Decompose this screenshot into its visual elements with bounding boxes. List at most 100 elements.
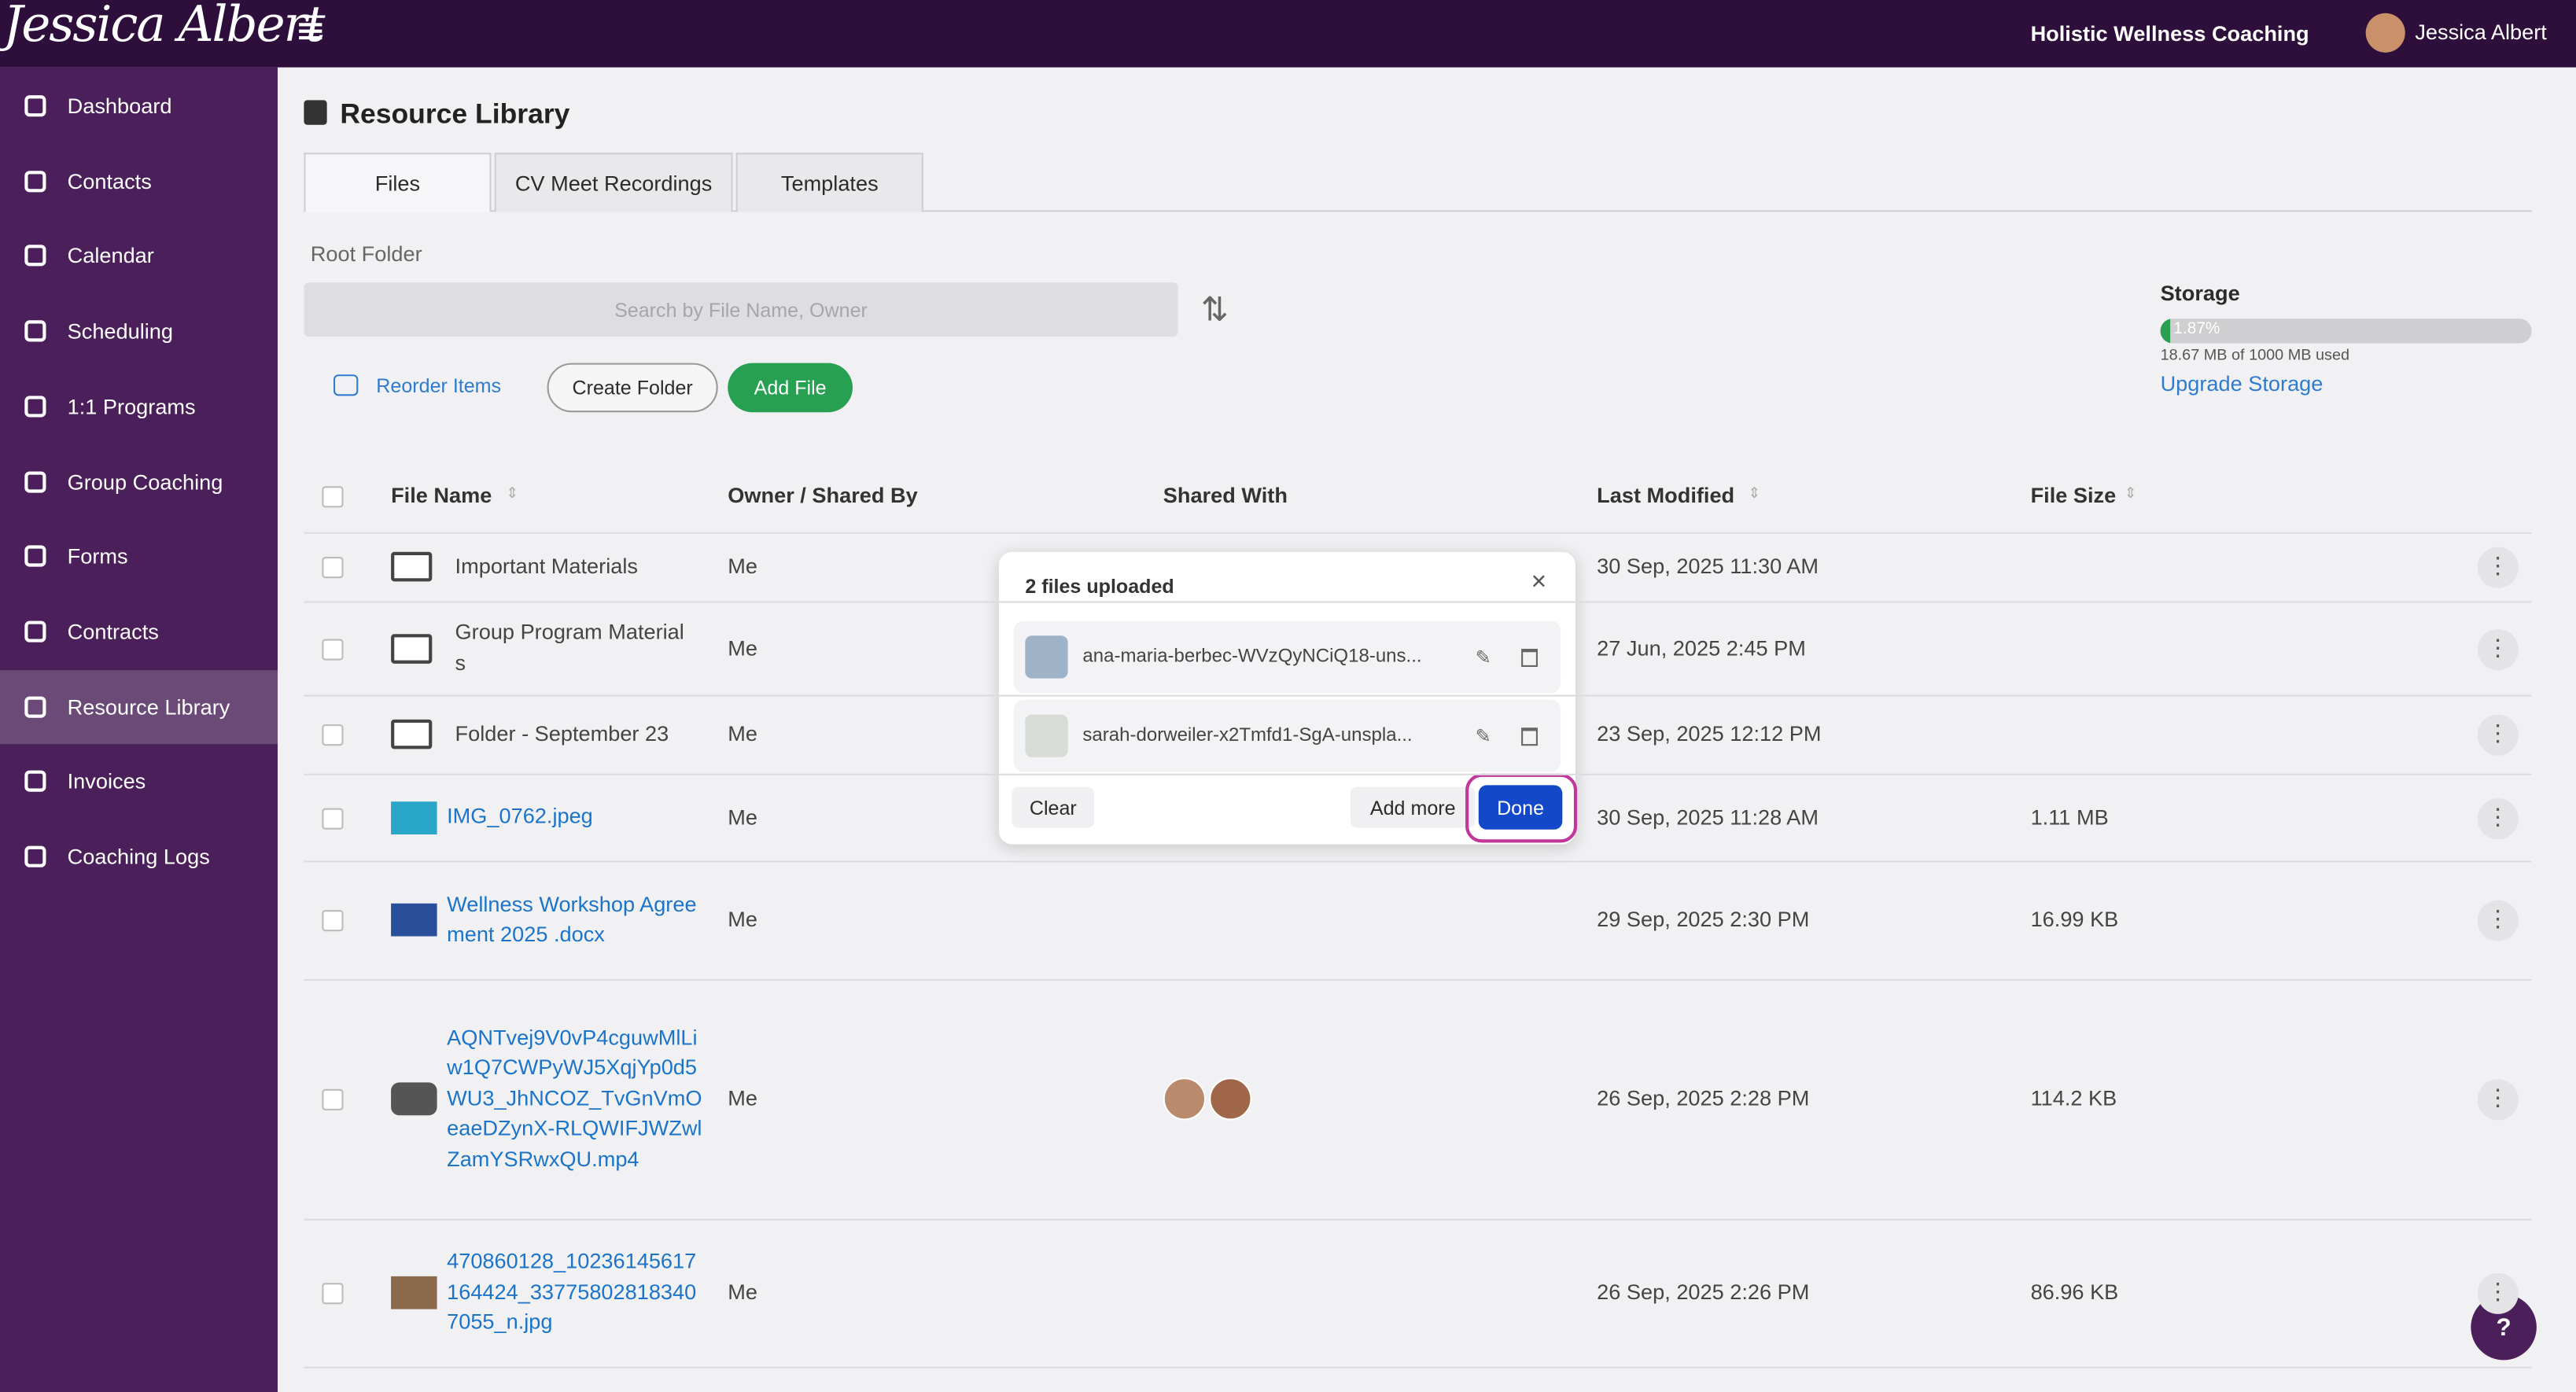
owner: Me bbox=[728, 720, 757, 746]
owner: Me bbox=[728, 804, 757, 829]
highlight-ring bbox=[1465, 773, 1578, 843]
menu-toggle[interactable] bbox=[299, 23, 322, 27]
column-header[interactable]: Last Modified bbox=[1597, 483, 1735, 508]
row-menu[interactable]: ⋮ bbox=[2477, 900, 2519, 941]
tab[interactable]: Files bbox=[304, 153, 492, 212]
delete-button[interactable] bbox=[1521, 647, 1538, 666]
brand-logo[interactable]: Jessica Albert bbox=[3, 0, 325, 54]
file-name[interactable]: Important Materials bbox=[455, 553, 638, 578]
top-bar bbox=[0, 0, 2576, 68]
row-checkbox[interactable] bbox=[322, 1088, 344, 1110]
add-more-button[interactable]: Add more bbox=[1350, 786, 1476, 828]
row-checkbox[interactable] bbox=[322, 557, 344, 579]
add-file-button[interactable]: Add File bbox=[728, 363, 853, 413]
row-checkbox[interactable] bbox=[322, 1283, 344, 1305]
column-header[interactable]: File Name bbox=[391, 483, 492, 508]
nav-item[interactable]: Group Coaching bbox=[0, 444, 278, 518]
owner: Me bbox=[728, 1085, 757, 1110]
file-name[interactable]: Group Program Materials bbox=[455, 619, 684, 675]
nav-item[interactable]: Dashboard bbox=[0, 69, 278, 143]
nav-item[interactable]: Contacts bbox=[0, 144, 278, 218]
file-name-cell[interactable]: IMG_0762.jpeg bbox=[391, 783, 703, 851]
edit-button[interactable]: ✎ bbox=[1475, 727, 1491, 748]
file-name[interactable]: Folder - September 23 bbox=[455, 720, 669, 746]
user-name[interactable]: Jessica Albert bbox=[2415, 20, 2547, 45]
nav-item[interactable]: Forms bbox=[0, 519, 278, 593]
last-modified: 30 Sep, 2025 11:30 AM bbox=[1597, 553, 1819, 579]
page-title: Resource Library bbox=[340, 98, 570, 131]
reorder-icon bbox=[333, 374, 359, 396]
nav-icon bbox=[24, 771, 46, 793]
clear-button[interactable]: Clear bbox=[1012, 786, 1095, 828]
file-icon bbox=[391, 801, 437, 834]
row-menu[interactable]: ⋮ bbox=[2477, 628, 2519, 670]
row-menu[interactable]: ⋮ bbox=[2477, 1079, 2519, 1121]
file-name: sarah-dorweiler-x2Tmfd1-SgA-unspla... bbox=[1082, 726, 1413, 746]
nav-item[interactable]: Calendar bbox=[0, 219, 278, 293]
upgrade-storage-link[interactable]: Upgrade Storage bbox=[2160, 371, 2324, 396]
nav-item[interactable]: Resource Library bbox=[0, 669, 278, 744]
nav-label: Contracts bbox=[67, 619, 159, 644]
search-input[interactable]: Search by File Name, Owner bbox=[304, 282, 1178, 337]
storage-bar bbox=[2160, 319, 2532, 344]
row-menu[interactable]: ⋮ bbox=[2477, 714, 2519, 756]
help-button[interactable]: ? bbox=[2471, 1294, 2537, 1361]
file-name-cell[interactable]: Important Materials bbox=[391, 542, 703, 591]
delete-button[interactable] bbox=[1521, 727, 1538, 746]
nav-item[interactable]: Coaching Logs bbox=[0, 819, 278, 893]
edit-button[interactable]: ✎ bbox=[1475, 649, 1491, 669]
file-name[interactable]: 470860128_10236145617164424_337758028183… bbox=[447, 1248, 697, 1335]
row-checkbox[interactable] bbox=[322, 724, 344, 746]
create-folder-button[interactable]: Create Folder bbox=[547, 363, 718, 413]
nav-icon bbox=[24, 695, 46, 717]
done-button[interactable]: Done bbox=[1478, 785, 1563, 830]
sort-icon[interactable]: ⇕ bbox=[1748, 484, 1761, 502]
breadcrumb[interactable]: Root Folder bbox=[310, 241, 422, 267]
nav-label: Invoices bbox=[67, 769, 146, 794]
nav-item[interactable]: Invoices bbox=[0, 745, 278, 819]
row-menu[interactable]: ⋮ bbox=[2477, 797, 2519, 839]
file-name[interactable]: AQNTvej9V0vP4cguwMlLiw1Q7CWPyWJ5XqjYp0d5… bbox=[447, 1024, 702, 1171]
business-name[interactable]: Holistic Wellness Coaching bbox=[2030, 21, 2309, 46]
select-all-checkbox[interactable] bbox=[322, 486, 344, 508]
file-name[interactable]: Wellness Workshop Agreement 2025 .docx bbox=[447, 891, 697, 947]
row-divider bbox=[304, 773, 2532, 775]
file-name-cell[interactable]: AQNTvej9V0vP4cguwMlLiw1Q7CWPyWJ5XqjYp0d5… bbox=[391, 989, 703, 1209]
nav-label: Coaching Logs bbox=[67, 844, 210, 869]
nav-item[interactable]: Scheduling bbox=[0, 294, 278, 368]
row-checkbox[interactable] bbox=[322, 807, 344, 829]
row-checkbox[interactable] bbox=[322, 638, 344, 660]
row-divider bbox=[304, 978, 2532, 981]
file-name-cell[interactable]: 470860128_10236145617164424_337758028183… bbox=[391, 1228, 703, 1357]
row-menu[interactable]: ⋮ bbox=[2477, 547, 2519, 588]
file-size: 86.96 KB bbox=[2030, 1280, 2119, 1305]
tab[interactable]: Templates bbox=[735, 153, 923, 212]
nav-icon bbox=[24, 320, 46, 342]
nav-icon bbox=[24, 845, 46, 867]
file-name-cell[interactable]: Group Program Materials bbox=[391, 611, 703, 685]
row-menu[interactable]: ⋮ bbox=[2477, 1272, 2519, 1314]
file-name-cell[interactable]: Folder - September 23 bbox=[391, 705, 703, 764]
sidebar: Dashboard Contacts Calendar Scheduling 1:1 P… bbox=[0, 67, 278, 1392]
close-button[interactable]: × bbox=[1531, 568, 1547, 597]
nav-item[interactable]: 1:1 Programs bbox=[0, 370, 278, 444]
column-header[interactable]: File Size bbox=[2030, 483, 2117, 508]
file-name[interactable]: IMG_0762.jpeg bbox=[447, 803, 593, 829]
row-checkbox[interactable] bbox=[322, 910, 344, 932]
sort-icon[interactable]: ⇕ bbox=[2124, 484, 2137, 502]
row-divider bbox=[304, 601, 2532, 603]
reorder-button[interactable]: Reorder Items bbox=[376, 374, 502, 398]
column-header: Shared With bbox=[1163, 483, 1288, 508]
sort-toggle[interactable]: ⇅ bbox=[1200, 292, 1229, 329]
row-divider bbox=[304, 860, 2532, 863]
last-modified: 27 Jun, 2025 2:45 PM bbox=[1597, 635, 1806, 660]
user-avatar[interactable] bbox=[2365, 13, 2405, 53]
nav-item[interactable]: Contracts bbox=[0, 595, 278, 668]
file-icon bbox=[391, 1082, 437, 1116]
file-name-cell[interactable]: Wellness Workshop Agreement 2025 .docx bbox=[391, 871, 703, 969]
sort-icon[interactable]: ⇕ bbox=[506, 484, 519, 502]
owner: Me bbox=[728, 635, 757, 660]
tab[interactable]: CV Meet Recordings bbox=[494, 153, 733, 212]
file-icon bbox=[391, 1276, 437, 1309]
owner: Me bbox=[728, 1280, 757, 1305]
